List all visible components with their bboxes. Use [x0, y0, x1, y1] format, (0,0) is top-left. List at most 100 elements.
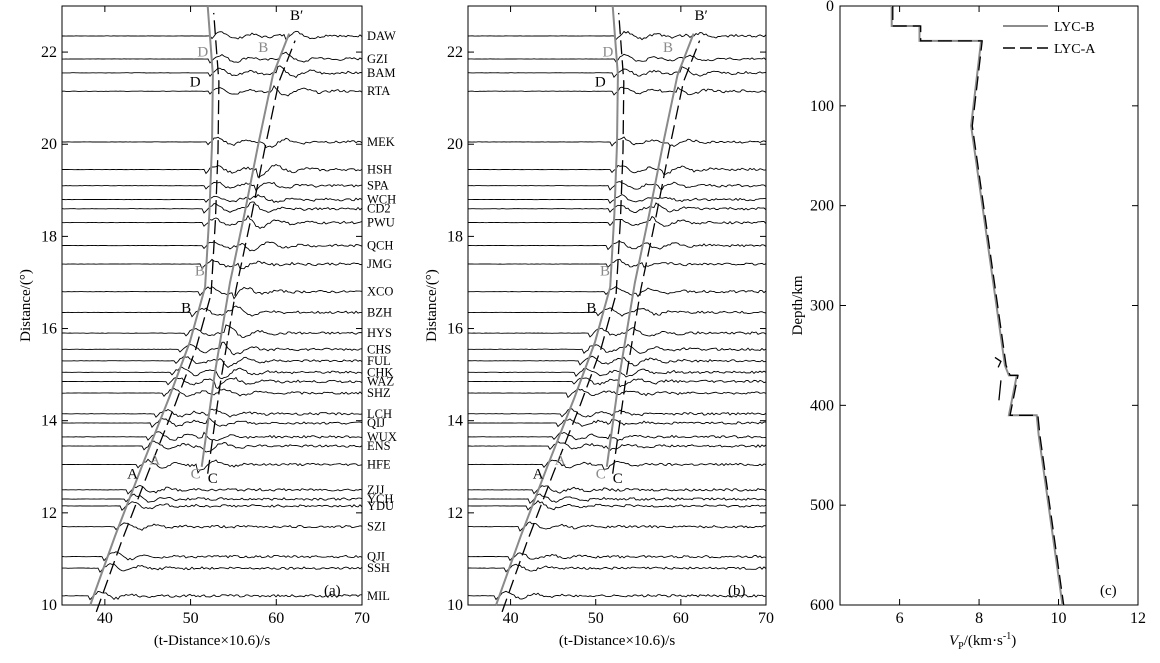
seismogram-trace: [62, 242, 362, 251]
branch-label: B′: [694, 8, 707, 24]
x-axis-title-part: ): [1011, 633, 1016, 649]
y-tick-label: 14: [41, 413, 57, 430]
branch-label: B: [586, 300, 596, 316]
branch-label: D: [190, 75, 201, 91]
seismogram-trace: [468, 259, 766, 267]
seismogram-trace: [468, 217, 766, 227]
branch-label: C: [191, 466, 201, 482]
plot-frame: [840, 6, 1138, 605]
panel-label: (a): [324, 583, 341, 599]
seismogram-trace: [62, 502, 362, 511]
seismogram-trace: [62, 564, 362, 573]
seismogram-trace: [62, 409, 362, 417]
y-tick-label: 18: [447, 228, 463, 245]
station-label: YDU: [367, 499, 394, 513]
branch-label: C: [596, 466, 606, 482]
seismogram-trace: [468, 328, 766, 337]
station-label: XCO: [367, 285, 393, 299]
y-tick-label: 10: [41, 597, 57, 614]
y-tick-label: 100: [810, 98, 834, 115]
branch-label: A: [533, 466, 544, 482]
seismogram-trace: [468, 182, 766, 190]
seismogram-trace: [468, 501, 766, 510]
branch-label: A: [127, 466, 138, 482]
station-label: HYS: [367, 326, 392, 340]
seismogram-trace: [62, 306, 362, 317]
seismogram-trace: [468, 522, 766, 531]
seismogram-trace: [468, 419, 766, 427]
x-axis-title: (t-Distance×10.6)/s: [154, 633, 271, 649]
y-tick-label: 20: [41, 136, 57, 153]
branch-label: D: [595, 75, 606, 91]
travel-time-branch-model-a: [613, 41, 700, 474]
seismogram-trace: [62, 523, 362, 530]
seismogram-trace: [62, 182, 362, 190]
seismogram-trace: [468, 344, 766, 353]
y-tick-label: 18: [41, 228, 57, 245]
seismogram-trace: [62, 31, 362, 39]
y-tick-label: 12: [41, 505, 57, 522]
seismogram-trace: [62, 432, 362, 441]
station-label: MIL: [367, 589, 390, 603]
seismogram-trace: [62, 202, 362, 213]
branch-label: B′: [290, 8, 303, 24]
y-tick-label: 200: [810, 198, 834, 215]
seismogram-trace: [62, 418, 362, 427]
branch-label: A: [149, 452, 160, 468]
seismogram-trace: [468, 308, 766, 316]
branch-label: B: [181, 300, 191, 316]
x-axis-title: VP/(km·s-1): [949, 631, 1016, 652]
branch-label: A: [555, 452, 566, 468]
x-tick-label: 70: [354, 610, 370, 627]
velocity-profile-detail: [995, 357, 1001, 367]
x-tick-label: 40: [97, 610, 113, 627]
station-label: PWU: [367, 216, 395, 230]
station-label: SSH: [367, 561, 390, 575]
station-label: CD2: [367, 202, 391, 216]
branch-label: B: [258, 40, 268, 56]
branch-label: C: [208, 471, 218, 487]
x-tick-label: 8: [975, 610, 983, 627]
figure-canvas: 40 50 60 7010121416182022(t-Distance×10.6)/…: [0, 0, 1160, 663]
legend-label: LYC-A: [1054, 42, 1096, 57]
station-label: DAW: [367, 29, 396, 43]
panel-label: (c): [1100, 583, 1117, 599]
station-label: SPA: [367, 179, 389, 193]
seismogram-trace: [468, 356, 766, 366]
x-tick-label: 12: [1130, 610, 1146, 627]
x-tick-label: 10: [1051, 610, 1067, 627]
seismogram-trace: [62, 494, 362, 502]
seismogram-trace: [468, 242, 766, 250]
seismogram-trace: [468, 494, 766, 503]
seismogram-trace: [468, 195, 766, 204]
x-tick-label: 50: [588, 610, 604, 627]
branch-label: B: [195, 264, 205, 280]
x-tick-label: 40: [503, 610, 519, 627]
velocity-profile-detail: [999, 380, 1001, 400]
seismogram-trace: [468, 433, 766, 441]
x-axis-title-part: /(km·s: [964, 633, 1003, 649]
x-axis-title-part: -1: [1003, 631, 1011, 642]
panel-c: 6 8 10 120100200300400500600VP/(km·s-1)Dept…: [790, 0, 1146, 652]
travel-time-branch-model-a: [208, 41, 295, 474]
y-tick-label: 16: [41, 321, 57, 338]
velocity-profile-lyc-a: [893, 6, 1064, 605]
seismogram-trace: [468, 564, 766, 572]
y-tick-label: 500: [810, 497, 834, 514]
station-label: JMG: [367, 257, 392, 271]
branch-label: D: [603, 45, 614, 61]
y-tick-label: 300: [810, 298, 834, 315]
seismogram-trace: [62, 195, 362, 203]
station-label: QCH: [367, 239, 393, 253]
y-tick-label: 400: [810, 397, 834, 414]
seismogram-trace: [62, 342, 362, 355]
y-tick-label: 22: [41, 44, 57, 61]
y-tick-label: 16: [447, 321, 463, 338]
y-axis-title: Distance/(°): [18, 269, 34, 342]
station-label: QIJ: [367, 416, 385, 430]
seismogram-trace: [468, 460, 766, 469]
station-label: GZI: [367, 52, 388, 66]
y-tick-label: 14: [447, 413, 463, 430]
seismogram-trace: [468, 31, 766, 39]
station-label: MEK: [367, 135, 395, 149]
